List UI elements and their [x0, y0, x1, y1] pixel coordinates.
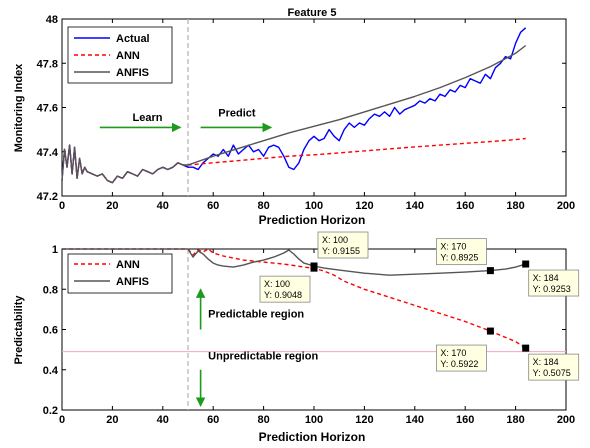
top-y-tick-label: 47.4: [37, 147, 59, 159]
datatip-x-label: X: 170: [440, 242, 466, 252]
datatip-y-label: Y: 0.9048: [264, 290, 302, 300]
datatip-y-label: Y: 0.5922: [440, 359, 478, 369]
top-x-tick-label: 20: [106, 200, 118, 212]
top-x-ticks: 0 20 40 60 80 100 120 140 160 180 200: [59, 19, 575, 212]
top-x-tick-label: 80: [257, 200, 269, 212]
top-series-anfis: [61, 44, 527, 184]
datatip-y-label: Y: 0.8925: [440, 253, 478, 263]
legend-label-actual: Actual: [116, 33, 150, 45]
top-x-tick-label: 200: [557, 200, 575, 212]
top-y-tick-label: 47.8: [37, 58, 58, 70]
datatip-x-label: X: 170: [440, 348, 466, 358]
top-x-tick-label: 60: [207, 200, 219, 212]
datatip-box: [435, 238, 487, 266]
top-y-axis-label: Monitoring Index: [13, 63, 25, 152]
datatip-box: [435, 344, 487, 372]
legend-label-anfis: ANFIS: [116, 67, 149, 79]
top-annotation-label: Learn: [133, 112, 163, 124]
datatip-box: [528, 353, 580, 381]
datatip-box: [528, 269, 580, 297]
bottom-x-tick-label: 120: [355, 414, 373, 426]
legend-label-ann: ANN: [116, 50, 140, 62]
bottom-y-axis-label: Predictability: [13, 295, 25, 365]
top-y-ticks: 47.2 47.4 47.6 47.8 48: [37, 14, 566, 203]
bottom-annotation-label: Predictable region: [208, 308, 304, 320]
datatip-x-label: X: 100: [322, 235, 348, 245]
top-legend-box: [67, 26, 173, 84]
top-x-axis-label: Prediction Horizon: [259, 213, 366, 227]
bottom-legend-box: [67, 253, 173, 294]
bottom-y-tick-label: 0.6: [43, 325, 58, 337]
top-annotations: Learn Predict: [99, 107, 273, 133]
bottom-x-tick-label: 100: [305, 414, 323, 426]
datatip-y-label: Y: 0.5075: [533, 368, 571, 378]
bottom-x-axis-label: Prediction Horizon: [259, 430, 366, 444]
datatip-box: [259, 275, 311, 303]
bottom-legend: ANN ANFIS: [67, 253, 173, 294]
top-annotation-label: Predict: [218, 107, 256, 119]
top-legend: Actual ANN ANFIS: [67, 26, 173, 84]
bottom-x-tick-label: 60: [207, 414, 219, 426]
datatip-marker[interactable]: [310, 262, 318, 270]
bottom-series-anfis: [62, 248, 526, 276]
legend-label-anfis-bottom: ANFIS: [116, 276, 149, 288]
top-series-group: [61, 19, 527, 196]
bottom-y-tick-label: 0.2: [43, 405, 58, 417]
bottom-plot: 0 20 40 60 80 100 120 140 160 180 200 0.2 0.4 0.6 0.8…: [13, 231, 580, 444]
top-y-tick-label: 47.6: [37, 103, 58, 115]
legend-label-ann-bottom: ANN: [116, 259, 140, 271]
datatip-marker[interactable]: [486, 267, 494, 275]
bottom-annotations: Predictable region Unpredictable region: [195, 288, 318, 407]
top-plot: Feature 5 0 20 40 60 80 100 120 140 160 180 200 47…: [13, 7, 575, 227]
top-y-tick-label: 47.2: [37, 191, 58, 203]
datatip-y-label: Y: 0.9253: [533, 284, 571, 294]
bottom-y-tick-label: 1: [52, 244, 58, 256]
bottom-x-tick-label: 40: [157, 414, 169, 426]
top-plot-title: Feature 5: [288, 7, 337, 19]
bottom-x-tick-label: 160: [456, 414, 474, 426]
datatip-marker[interactable]: [522, 260, 530, 268]
top-x-tick-label: 40: [157, 200, 169, 212]
bottom-annotation-label: Unpredictable region: [208, 351, 318, 363]
bottom-y-tick-label: 0.8: [43, 284, 58, 296]
datatip-x-label: X: 100: [264, 279, 290, 289]
top-x-tick-label: 100: [305, 200, 323, 212]
datatip-box: [317, 231, 369, 259]
bottom-x-ticks: 0 20 40 60 80 100 120 140 160 180 200: [59, 249, 575, 426]
bottom-x-tick-label: 80: [257, 414, 269, 426]
bottom-x-tick-label: 0: [59, 414, 65, 426]
datatip-marker[interactable]: [486, 327, 494, 335]
top-x-tick-label: 0: [59, 200, 65, 212]
top-x-tick-label: 180: [506, 200, 524, 212]
bottom-x-tick-label: 200: [557, 414, 575, 426]
bottom-x-tick-label: 180: [506, 414, 524, 426]
datatip-x-label: X: 184: [533, 357, 559, 367]
bottom-series-ann: [62, 248, 527, 349]
bottom-y-tick-label: 0.4: [43, 365, 59, 377]
top-x-tick-label: 120: [355, 200, 373, 212]
datatip-marker[interactable]: [522, 344, 530, 352]
bottom-x-tick-label: 140: [406, 414, 424, 426]
top-y-tick-label: 48: [46, 14, 58, 26]
bottom-x-tick-label: 20: [106, 414, 118, 426]
datatip-y-label: Y: 0.9155: [322, 246, 360, 256]
top-x-tick-label: 160: [456, 200, 474, 212]
datatip-x-label: X: 184: [533, 273, 559, 283]
top-x-tick-label: 140: [406, 200, 424, 212]
bottom-y-ticks: 0.2 0.4 0.6 0.8 1: [43, 244, 566, 417]
